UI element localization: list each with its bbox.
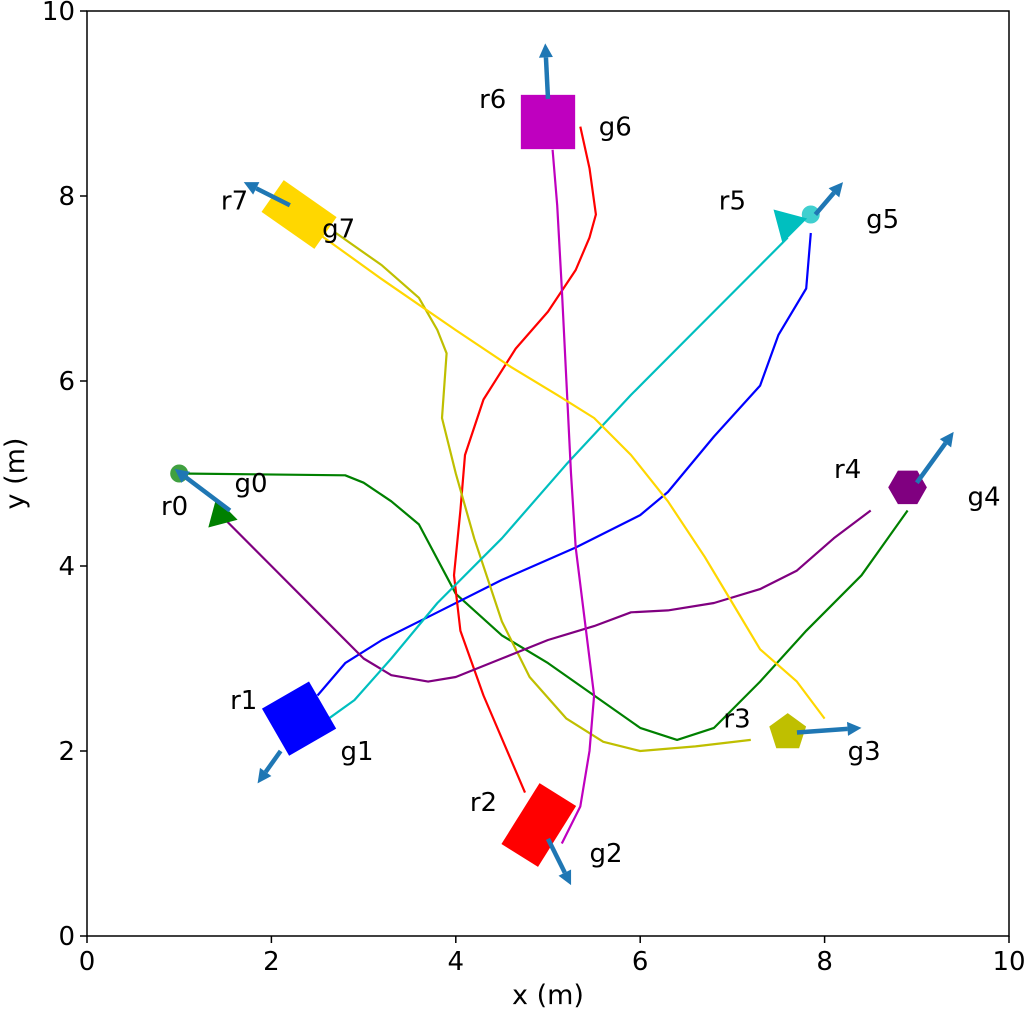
y-tick-label: 8 (58, 182, 75, 212)
y-tick-label: 4 (58, 552, 75, 582)
goal-label-g3: g3 (848, 737, 881, 767)
heading-arrow-r0 (174, 468, 232, 513)
robot-markers (170, 94, 927, 867)
trajectory-r7 (316, 232, 826, 720)
robot-marker-r7 (261, 180, 337, 249)
heading-arrow-r3 (796, 721, 862, 736)
robot-label-r6: r6 (479, 85, 506, 115)
robot-marker-r5 (773, 209, 808, 244)
robot-marker-r2 (501, 783, 577, 867)
heading-arrow-r6 (538, 43, 553, 99)
heading-arrow-r7 (243, 182, 291, 208)
robot-marker-r0 (208, 498, 238, 528)
goal-label-g6: g6 (599, 113, 632, 143)
trajectory-r4 (219, 509, 872, 683)
y-axis-label: y (m) (0, 438, 31, 510)
x-axis-label: x (m) (512, 980, 584, 1011)
x-tick-label: 8 (816, 947, 833, 977)
robot-label-r7: r7 (221, 187, 248, 217)
x-tick-label: 10 (992, 947, 1025, 977)
robot-label-r0: r0 (161, 492, 188, 522)
plot-frame (86, 10, 1010, 937)
y-axis-ticks: 0 2 4 6 8 10 (42, 0, 87, 952)
robot-label-r5: r5 (719, 187, 746, 217)
y-tick-label: 0 (58, 922, 75, 952)
robot-labels: r0 g0 r1 g1 r2 g2 r3 g3 r4 g4 r5 g5 r6 g6 r7 g7 (161, 85, 1001, 869)
robot-label-r3: r3 (723, 705, 750, 735)
y-tick-label: 2 (58, 737, 75, 767)
goal-label-g0: g0 (235, 469, 268, 499)
trajectory-r5 (321, 236, 789, 725)
robot-marker-r6 (520, 94, 576, 150)
heading-arrow-r1 (257, 749, 283, 784)
y-tick-label: 6 (58, 367, 75, 397)
trajectory-r2 (452, 126, 597, 794)
heading-arrow-r4 (914, 431, 954, 485)
x-tick-label: 2 (263, 947, 280, 977)
goal-label-g1: g1 (341, 737, 374, 767)
x-tick-label: 0 (79, 947, 96, 977)
trajectory-paths (179, 126, 909, 844)
goal-label-g5: g5 (866, 205, 899, 235)
trajectory-r0 (179, 472, 909, 741)
robot-label-r4: r4 (834, 455, 861, 485)
x-axis-ticks: 0 2 4 6 8 10 (79, 936, 1026, 977)
robot-marker-r3 (769, 713, 807, 749)
heading-arrow-r5 (813, 182, 844, 216)
heading-arrow-r2 (545, 837, 572, 886)
heading-arrows (174, 43, 954, 886)
y-tick-label: 10 (42, 0, 75, 27)
trajectory-r6 (551, 149, 596, 844)
robot-label-r1: r1 (230, 686, 257, 716)
goal-label-g4: g4 (968, 483, 1001, 513)
goal-label-g7: g7 (322, 214, 355, 244)
robot-marker-r1 (261, 681, 337, 756)
x-tick-label: 6 (632, 947, 649, 977)
robot-label-r2: r2 (470, 788, 497, 818)
trajectory-r1 (316, 232, 812, 697)
x-tick-label: 4 (448, 947, 465, 977)
goal-label-g2: g2 (589, 839, 622, 869)
